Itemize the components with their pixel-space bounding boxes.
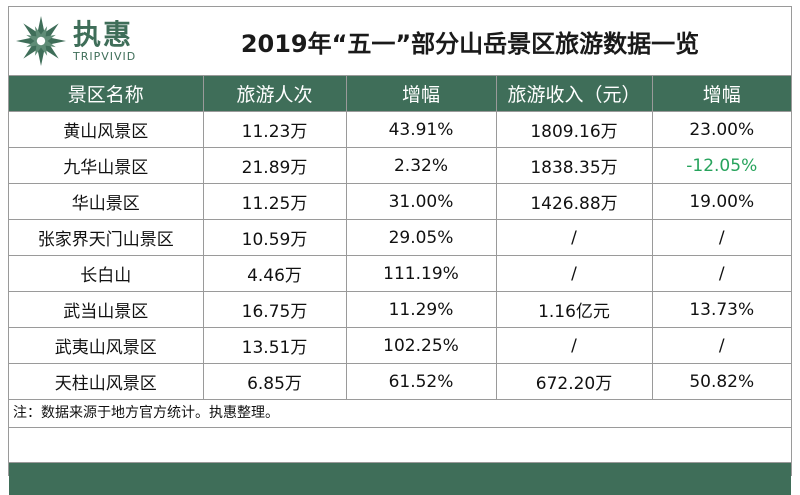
cell-scenic-name: 武夷山风景区 — [9, 327, 204, 364]
blank-row — [9, 428, 791, 463]
cell-revenue: 1838.35万 — [496, 147, 653, 184]
cell-revenue-growth: / — [652, 219, 791, 256]
cell-revenue: / — [496, 219, 653, 256]
cell-scenic-name: 九华山景区 — [9, 147, 204, 184]
page-title: 2019年“五一”部分山岳景区旅游数据一览 — [240, 29, 700, 58]
table-row: 华山景区 11.25万 31.00% 1426.88万 19.00% — [9, 183, 791, 220]
cell-visitors: 6.85万 — [203, 363, 347, 400]
cell-revenue-growth: 19.00% — [652, 183, 791, 220]
footer-bar — [9, 463, 791, 495]
header-revenue: 旅游收入（元） — [496, 76, 653, 112]
cell-visitors: 16.75万 — [203, 291, 347, 328]
cell-revenue: / — [496, 255, 653, 292]
table-row: 张家界天门山景区 10.59万 29.05% / / — [9, 219, 791, 256]
cell-visitors: 4.46万 — [203, 255, 347, 292]
table-row: 黄山风景区 11.23万 43.91% 1809.16万 23.00% — [9, 111, 791, 148]
table-row: 九华山景区 21.89万 2.32% 1838.35万 -12.05% — [9, 147, 791, 184]
brand-logo: 执惠 TRIPVIVID — [9, 11, 179, 71]
cell-scenic-name: 华山景区 — [9, 183, 204, 220]
scenic-area-table: 景区名称 旅游人次 增幅 旅游收入（元） 增幅 黄山风景区 11.23万 43.… — [9, 76, 791, 400]
logo-chinese-name: 执惠 — [73, 17, 134, 51]
cell-visitor-growth: 29.05% — [346, 219, 497, 256]
cell-scenic-name: 张家界天门山景区 — [9, 219, 204, 256]
cell-visitors: 11.23万 — [203, 111, 347, 148]
cell-visitor-growth: 11.29% — [346, 291, 497, 328]
data-sheet: 执惠 TRIPVIVID 2019年“五一”部分山岳景区旅游数据一览 景区名称 … — [8, 6, 792, 495]
cell-scenic-name: 天柱山风景区 — [9, 363, 204, 400]
cell-revenue-growth: / — [652, 255, 791, 292]
cell-revenue: / — [496, 327, 653, 364]
logo-english-name: TRIPVIVID — [73, 49, 137, 63]
cell-revenue-growth: 23.00% — [652, 111, 791, 148]
header-revenue-growth: 增幅 — [652, 76, 791, 112]
star-burst-logo-icon — [16, 16, 66, 66]
cell-visitors: 13.51万 — [203, 327, 347, 364]
table-row: 武夷山风景区 13.51万 102.25% / / — [9, 327, 791, 364]
header-visitor-growth: 增幅 — [346, 76, 497, 112]
cell-revenue: 1809.16万 — [496, 111, 653, 148]
table-header-row: 景区名称 旅游人次 增幅 旅游收入（元） 增幅 — [9, 76, 791, 112]
table-row: 武当山景区 16.75万 11.29% 1.16亿元 13.73% — [9, 291, 791, 328]
header-scenic-name: 景区名称 — [9, 76, 204, 112]
cell-revenue-growth-negative: -12.05% — [652, 147, 791, 184]
table-row: 长白山 4.46万 111.19% / / — [9, 255, 791, 292]
cell-visitor-growth: 102.25% — [346, 327, 497, 364]
cell-scenic-name: 武当山景区 — [9, 291, 204, 328]
cell-visitor-growth: 2.32% — [346, 147, 497, 184]
cell-visitors: 11.25万 — [203, 183, 347, 220]
source-note: 注：数据来源于地方官方统计。执惠整理。 — [9, 400, 791, 428]
cell-revenue-growth: / — [652, 327, 791, 364]
cell-visitors: 21.89万 — [203, 147, 347, 184]
cell-scenic-name: 长白山 — [9, 255, 204, 292]
cell-revenue: 1426.88万 — [496, 183, 653, 220]
cell-visitors: 10.59万 — [203, 219, 347, 256]
cell-visitor-growth: 111.19% — [346, 255, 497, 292]
cell-revenue: 672.20万 — [496, 363, 653, 400]
cell-scenic-name: 黄山风景区 — [9, 111, 204, 148]
cell-revenue: 1.16亿元 — [496, 291, 653, 328]
cell-revenue-growth: 13.73% — [652, 291, 791, 328]
header-visitors: 旅游人次 — [203, 76, 347, 112]
table-row: 天柱山风景区 6.85万 61.52% 672.20万 50.82% — [9, 363, 791, 400]
cell-visitor-growth: 43.91% — [346, 111, 497, 148]
sheet-header: 执惠 TRIPVIVID 2019年“五一”部分山岳景区旅游数据一览 — [9, 7, 791, 76]
cell-visitor-growth: 61.52% — [346, 363, 497, 400]
cell-visitor-growth: 31.00% — [346, 183, 497, 220]
cell-revenue-growth: 50.82% — [652, 363, 791, 400]
